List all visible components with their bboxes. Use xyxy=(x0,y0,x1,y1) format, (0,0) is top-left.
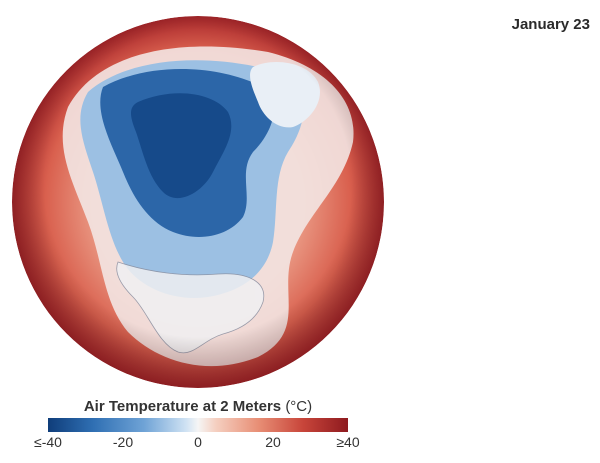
legend-ticks: ≤-40 -20 0 20 ≥40 xyxy=(34,434,360,452)
legend-title: Air Temperature at 2 Meters (°C) xyxy=(48,398,348,415)
date-label: January 23 xyxy=(511,16,590,33)
legend-tick: -20 xyxy=(112,434,134,450)
legend-tick: 0 xyxy=(194,434,202,450)
temperature-legend: Air Temperature at 2 Meters (°C) ≤-40 -2… xyxy=(34,398,360,452)
globe-temperature-map xyxy=(12,16,384,388)
legend-tick: 20 xyxy=(265,434,281,450)
legend-tick: ≤-40 xyxy=(34,434,62,450)
legend-unit: (°C) xyxy=(285,398,313,415)
legend-color-bar xyxy=(48,418,348,432)
legend-title-text: Air Temperature at 2 Meters xyxy=(83,398,282,415)
legend-tick: ≥40 xyxy=(336,434,360,450)
